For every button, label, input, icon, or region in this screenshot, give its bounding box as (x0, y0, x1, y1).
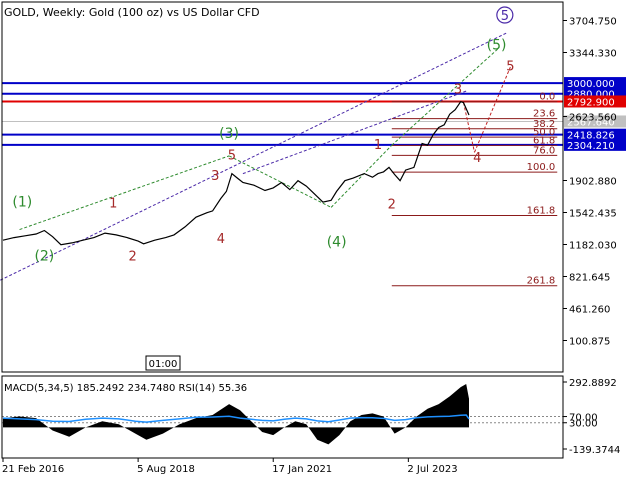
level-label: 2880.000 (567, 90, 615, 101)
fib-label: 261.8 (527, 276, 556, 287)
price-tick-label: 821.645 (569, 273, 610, 284)
wave-label-minor: 2 (128, 250, 136, 265)
price-line (2, 100, 470, 246)
level-label: 2304.210 (567, 141, 615, 152)
wave-circle (496, 6, 514, 24)
price-tick-label: 461.260 (569, 305, 610, 316)
wave-label-layer: (1) (2) (3) (4) (5) 1 2 3 4 5 1 2 3 4 5 5 (12, 6, 515, 265)
level-tag (564, 77, 626, 90)
rsi-line (2, 414, 470, 423)
level-label: 2418.826 (567, 131, 615, 142)
time-box: 01:00 (145, 355, 181, 371)
green-wave-line (330, 144, 393, 208)
wave-label-minor: 5 (506, 60, 514, 75)
indicator-tick-label: -139.3744 (569, 445, 620, 456)
forecast-line (474, 66, 511, 153)
axes-layer: 3704.750 3344.330 2623.560 1902.880 1542.435… (1, 1, 620, 475)
level-label: 2567.640 (567, 117, 615, 128)
wave-label-major: (1) (12, 194, 32, 210)
x-tick-label: 2 Jul 2023 (407, 464, 457, 475)
wave-label-minor: 5 (228, 148, 236, 163)
fib-label: 38.2 (533, 119, 555, 130)
wave-label-minor: 1 (109, 196, 117, 211)
wave-label-major: (4) (327, 234, 347, 250)
level-label: 3000.000 (567, 79, 615, 90)
indicator-tick-label: 30.00 (569, 419, 598, 430)
fib-label: 100.0 (527, 162, 556, 173)
wave-label-minor: 2 (388, 197, 396, 212)
x-tick-label: 17 Jan 2021 (272, 464, 332, 475)
fib-label: 76.0 (533, 145, 555, 156)
level-tag (564, 128, 626, 141)
price-tick-label: 3704.750 (569, 17, 617, 28)
green-wave-line (391, 47, 500, 146)
level-label: 2792.900 (567, 97, 615, 108)
price-tick-label: 1902.880 (569, 176, 617, 187)
forecast-line (463, 102, 476, 153)
wave-label-major: (2) (34, 249, 54, 265)
fib-label: 61.8 (533, 135, 555, 146)
indicator-label: MACD(5,34,5) 185.2492 234.7480 RSI(14) 5… (4, 383, 247, 394)
x-tick-label: 5 Aug 2018 (137, 464, 195, 475)
fib-label: 161.8 (527, 205, 556, 216)
wave-circle-label: 5 (501, 9, 509, 24)
price-tick-label: 100.875 (569, 337, 610, 348)
purple-trend-line (0, 32, 508, 281)
level-tag (564, 115, 626, 128)
green-wave-line (19, 155, 230, 231)
wave-label-major: (5) (487, 37, 507, 53)
wave-label-minor: 4 (473, 151, 481, 166)
level-tag (564, 95, 626, 108)
price-tick-label: 1542.435 (569, 208, 617, 219)
price-layer (2, 100, 470, 246)
time-box-label: 01:00 (149, 359, 178, 370)
green-wave-line (228, 155, 332, 208)
wave-label-minor: 3 (211, 169, 219, 184)
wave-label-minor: 1 (374, 138, 382, 153)
price-tick-label: 2623.560 (569, 113, 617, 124)
fib-label: 50.0 (533, 127, 555, 138)
channel-layer (0, 32, 511, 281)
fib-label: 23.6 (533, 109, 555, 120)
indicator-tick-label: 70.00 (569, 413, 598, 424)
price-tick-label: 3344.330 (569, 49, 617, 60)
price-panel-frame (1, 1, 564, 373)
indicator-layer (2, 384, 563, 445)
price-tick-label: 1182.030 (569, 241, 617, 252)
x-tick-label: 21 Feb 2016 (2, 464, 64, 475)
macd-histogram (3, 384, 469, 445)
wave-label-minor: 3 (454, 83, 462, 98)
level-tag (564, 138, 626, 151)
fib-label: 0.0 (539, 92, 555, 103)
wave-label-major: (3) (219, 126, 239, 142)
chart-title: GOLD, Weekly: Gold (100 oz) vs US Dollar… (4, 6, 260, 19)
indicator-tick-label: 292.8892 (569, 378, 617, 389)
wave-label-minor: 4 (217, 232, 225, 247)
